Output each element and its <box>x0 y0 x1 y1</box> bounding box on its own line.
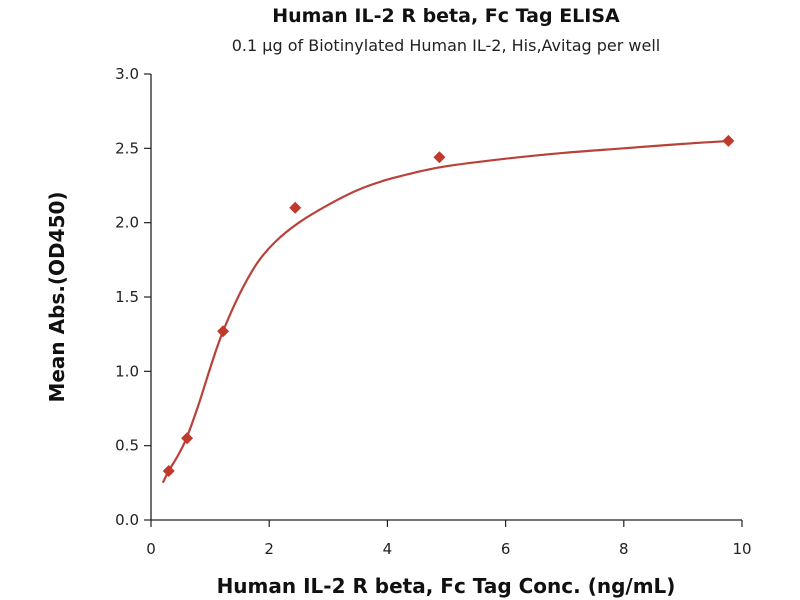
y-tick-label: 1.0 <box>115 362 139 380</box>
y-tick-label: 0.5 <box>115 437 139 455</box>
y-tick-label: 2.0 <box>115 214 139 232</box>
x-tick-label: 6 <box>501 540 511 558</box>
y-tick-label: 2.5 <box>115 139 139 157</box>
y-axis-ticks: 0.0 0.5 1.0 1.5 2.0 2.5 3.0 <box>115 65 151 529</box>
y-axis-label: Mean Abs.(OD450) <box>45 191 69 402</box>
x-tick-label: 0 <box>146 540 156 558</box>
x-tick-label: 10 <box>732 540 751 558</box>
data-points <box>162 134 735 477</box>
x-tick-label: 2 <box>264 540 274 558</box>
chart-subtitle: 0.1 µg of Biotinylated Human IL-2, His,A… <box>232 36 661 55</box>
data-point-marker <box>433 151 446 164</box>
data-point-marker <box>181 432 194 445</box>
chart-title: Human IL-2 R beta, Fc Tag ELISA <box>272 5 620 27</box>
data-point-marker <box>162 464 175 477</box>
data-point-marker <box>217 325 230 338</box>
x-axis-ticks: 0 2 4 6 8 10 <box>146 520 752 558</box>
data-point-marker <box>722 134 735 147</box>
data-point-marker <box>289 201 302 214</box>
y-tick-label: 0.0 <box>115 511 139 529</box>
x-tick-label: 8 <box>619 540 629 558</box>
x-axis-label: Human IL-2 R beta, Fc Tag Conc. (ng/mL) <box>217 574 676 598</box>
y-tick-label: 1.5 <box>115 288 139 306</box>
y-tick-label: 3.0 <box>115 65 139 83</box>
fit-curve <box>161 139 731 484</box>
x-tick-label: 4 <box>383 540 393 558</box>
